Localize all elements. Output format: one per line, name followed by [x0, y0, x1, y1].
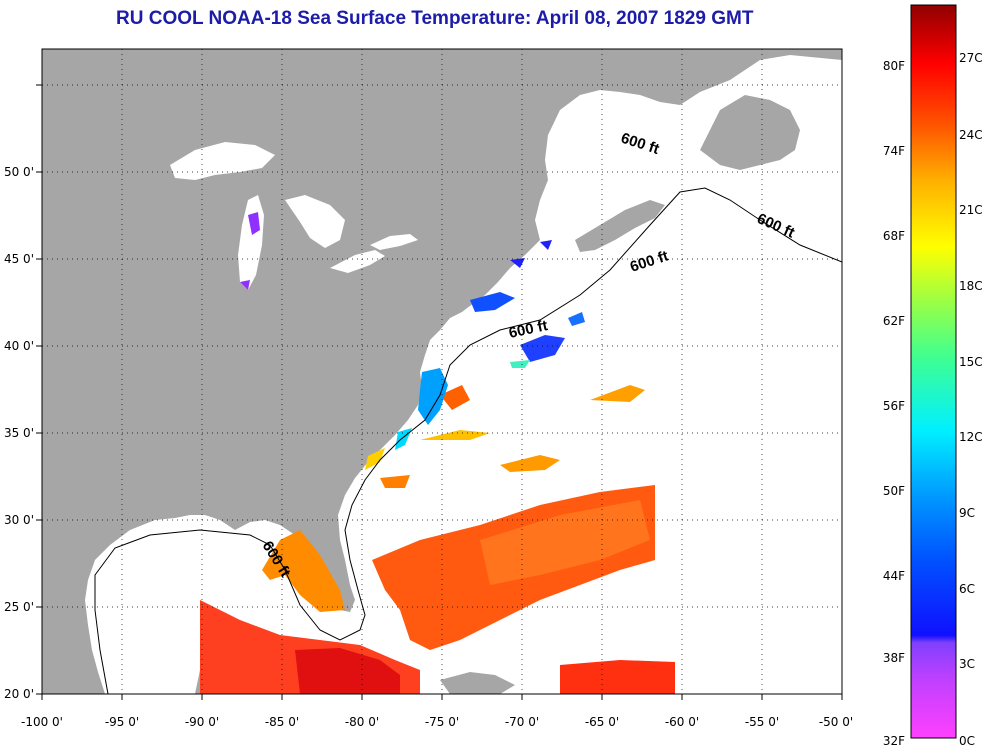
land-newfoundland	[700, 95, 800, 170]
map-title: RU COOL NOAA-18 Sea Surface Temperature:…	[116, 8, 754, 29]
colorbar-f-label: 56F	[883, 399, 905, 413]
colorbar-c-label: 0C	[959, 734, 975, 748]
colorbar-f-label: 74F	[883, 144, 905, 158]
lat-tick-label: 45 0'	[4, 252, 34, 266]
lon-tick-label: -60 0'	[665, 715, 699, 729]
lon-tick-labels: -100 0' -95 0' -90 0' -85 0' -80 0' -75 …	[21, 715, 853, 729]
tick-marks	[36, 84, 843, 700]
colorbar-c-label: 12C	[959, 430, 983, 444]
colorbar-c-label: 9C	[959, 506, 975, 520]
colorbar-c-label: 3C	[959, 657, 975, 671]
colorbar-c-label: 18C	[959, 279, 983, 293]
sst-patches	[200, 212, 675, 694]
colorbar-f-label: 80F	[883, 59, 905, 73]
lon-tick-label: -50 0'	[819, 715, 853, 729]
colorbar-f-label: 32F	[883, 734, 905, 748]
lat-tick-label: 25 0'	[4, 600, 34, 614]
lat-tick-labels: 20 0' 25 0' 30 0' 35 0' 40 0' 45 0' 50 0…	[4, 165, 34, 701]
colorbar-f-label: 62F	[883, 314, 905, 328]
colorbar-c-label: 27C	[959, 51, 983, 65]
lat-tick-label: 40 0'	[4, 339, 34, 353]
colorbar-f-label: 50F	[883, 484, 905, 498]
lon-tick-label: -100 0'	[21, 715, 63, 729]
lon-tick-label: -80 0'	[345, 715, 379, 729]
lon-tick-label: -70 0'	[505, 715, 539, 729]
colorbar: 80F 74F 68F 62F 56F 50F 44F 38F 32F 27C …	[883, 4, 983, 748]
lat-tick-label: 35 0'	[4, 426, 34, 440]
colorbar-c-label: 24C	[959, 128, 983, 142]
lon-tick-label: -95 0'	[105, 715, 139, 729]
gulf-st-lawrence	[550, 108, 700, 212]
lon-tick-label: -75 0'	[425, 715, 459, 729]
land-hispaniola	[440, 672, 515, 694]
lon-tick-label: -65 0'	[585, 715, 619, 729]
lake-ontario	[370, 234, 418, 250]
colorbar-f-label: 38F	[883, 651, 905, 665]
lake-huron	[285, 195, 345, 248]
lon-tick-label: -90 0'	[185, 715, 219, 729]
map-grid	[42, 49, 842, 694]
lon-tick-label: -55 0'	[745, 715, 779, 729]
colorbar-gradient	[910, 4, 957, 739]
colorbar-f-label: 68F	[883, 229, 905, 243]
depth-contour-600ft	[94, 187, 842, 694]
lon-tick-label: -85 0'	[265, 715, 299, 729]
lat-tick-label: 50 0'	[4, 165, 34, 179]
lake-superior	[170, 142, 275, 180]
colorbar-f-label: 44F	[883, 569, 905, 583]
colorbar-c-label: 15C	[959, 355, 983, 369]
lat-tick-label: 20 0'	[4, 687, 34, 701]
colorbar-c-label: 6C	[959, 582, 975, 596]
land-nova-scotia	[575, 200, 665, 252]
lat-tick-label: 30 0'	[4, 513, 34, 527]
land-north-america	[42, 49, 842, 694]
lake-erie	[330, 250, 385, 273]
colorbar-c-label: 21C	[959, 203, 983, 217]
